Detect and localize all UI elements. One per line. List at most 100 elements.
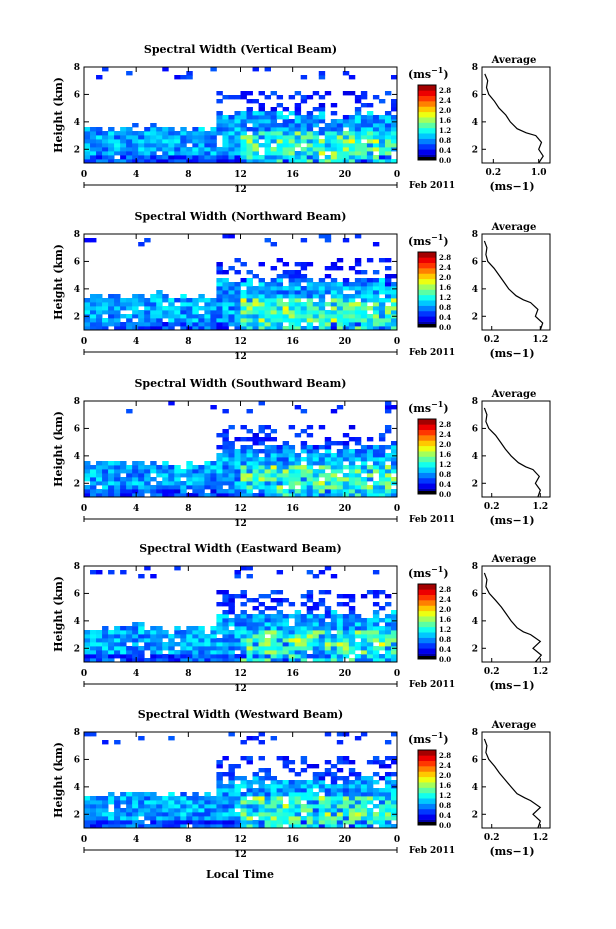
heatmap-cell: [360, 127, 368, 132]
heatmap-cell: [138, 298, 145, 303]
heatmap-cell: [360, 318, 368, 323]
heatmap-cell: [156, 143, 163, 148]
heatmap-cell: [354, 477, 362, 482]
heatmap-cell: [246, 614, 253, 619]
heatmap-cell: [192, 469, 199, 474]
heatmap-cell: [348, 614, 356, 619]
heatmap-cell: [276, 816, 284, 821]
heatmap-cell: [102, 143, 109, 148]
heatmap-cell: [234, 800, 241, 805]
heatmap-cell: [336, 614, 344, 619]
heatmap-cell: [264, 489, 271, 494]
heatmap-cell: [192, 634, 199, 639]
heatmap-cell: [150, 650, 157, 655]
heatmap-cell: [156, 804, 163, 809]
heatmap-cell: [210, 155, 217, 160]
heatmap-cell: [366, 326, 374, 331]
heatmap-cell: [384, 274, 392, 279]
heatmap-cell: [138, 302, 145, 307]
heatmap-cell: [234, 654, 241, 659]
heatmap-cell: [378, 626, 386, 631]
heatmap-cell: [288, 95, 296, 100]
heatmap-cell: [318, 115, 326, 120]
heatmap-cell: [192, 804, 199, 809]
heatmap-cell: [264, 115, 271, 120]
heatmap-cell: [354, 449, 362, 454]
heatmap-cell: [330, 302, 338, 307]
heatmap-cell: [300, 804, 308, 809]
heatmap-cell: [168, 473, 175, 478]
heatmap-cell: [360, 326, 368, 331]
heatmap-cell: [318, 481, 326, 486]
heatmap-cell: [288, 302, 296, 307]
heatmap-cell: [138, 493, 145, 498]
heatmap-cell: [156, 800, 163, 805]
heatmap-cell: [354, 804, 362, 809]
heatmap-cell: [138, 630, 145, 635]
heatmap-cell: [324, 143, 332, 148]
heatmap-cell: [252, 318, 259, 323]
heatmap-cell: [384, 298, 392, 303]
heatmap-cell: [174, 630, 181, 635]
heatmap-cell: [306, 610, 314, 615]
colorbar-swatch: [418, 419, 436, 425]
heatmap-cell: [294, 282, 302, 287]
heatmap-cell: [384, 796, 392, 801]
heatmap-cell: [300, 306, 308, 311]
day-label: 12: [234, 519, 247, 529]
heatmap-cell: [84, 298, 91, 303]
average-y-tick-label: 2: [472, 145, 478, 155]
heatmap-cell: [342, 326, 350, 331]
heatmap-cell: [168, 800, 175, 805]
heatmap-cell: [330, 469, 338, 474]
heatmap-cell: [366, 139, 374, 144]
y-tick-label: 4: [74, 783, 80, 793]
heatmap-cell: [294, 326, 302, 331]
average-title: Average: [491, 55, 537, 66]
heatmap-cell: [102, 131, 109, 136]
y-tick-label: 8: [74, 230, 80, 240]
heatmap-cell: [222, 804, 229, 809]
heatmap-cell: [96, 302, 103, 307]
heatmap-cell: [300, 654, 308, 659]
heatmap-cell: [96, 159, 103, 164]
heatmap-cell: [276, 286, 284, 291]
heatmap-cell: [264, 824, 271, 829]
heatmap-cell: [246, 485, 253, 490]
heatmap-cell: [240, 469, 247, 474]
heatmap-cell: [240, 318, 247, 323]
heatmap-cell: [384, 429, 392, 434]
colorbar-unit-exponent: −1: [431, 399, 443, 409]
heatmap-cell: [150, 465, 157, 470]
heatmap-cell: [234, 270, 241, 275]
heatmap-cell: [108, 147, 115, 152]
heatmap-cell: [390, 780, 398, 785]
heatmap-cell: [378, 457, 386, 462]
heatmap-cell: [330, 824, 338, 829]
heatmap-cell: [270, 151, 278, 156]
heatmap-cell: [360, 489, 368, 494]
heatmap-cell: [186, 71, 193, 76]
heatmap-cell: [378, 322, 386, 327]
heatmap-cell: [288, 493, 296, 498]
heatmap-cell: [276, 784, 284, 789]
heatmap-cell: [228, 127, 235, 132]
heatmap-cell: [342, 441, 350, 446]
heatmap-cell: [330, 143, 338, 148]
heatmap-cell: [138, 131, 145, 136]
heatmap-cell: [168, 654, 175, 659]
heatmap-cell: [336, 147, 344, 152]
colorbar-swatch: [418, 429, 436, 436]
heatmap-cell: [330, 772, 338, 777]
heatmap-cell: [222, 594, 229, 599]
heatmap-cell: [162, 310, 169, 315]
heatmap-cell: [288, 282, 296, 287]
heatmap-cell: [132, 159, 139, 164]
heatmap-cell: [366, 590, 374, 595]
heatmap-cell: [252, 812, 259, 817]
heatmap-cell: [168, 151, 175, 156]
heatmap-cell: [360, 654, 368, 659]
heatmap-cell: [318, 453, 326, 458]
heatmap-cell: [126, 820, 133, 825]
heatmap-cell: [390, 139, 398, 144]
